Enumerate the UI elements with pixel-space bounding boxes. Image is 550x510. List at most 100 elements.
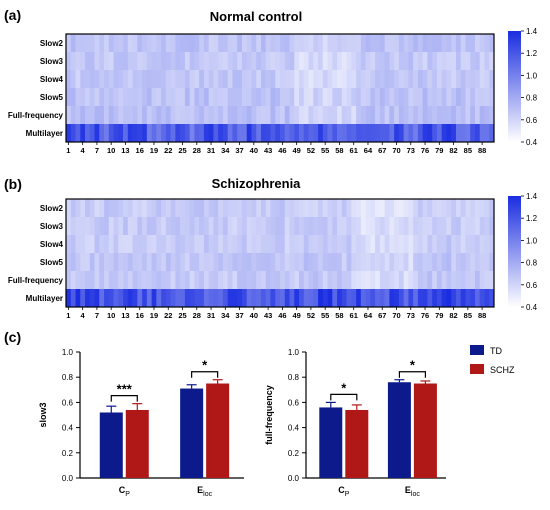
heatmap-cell <box>299 52 305 71</box>
heatmap-cell <box>256 88 262 107</box>
x-tick-label: 85 <box>464 311 472 320</box>
heatmap-cell <box>170 235 176 254</box>
heatmap-cell <box>94 70 100 89</box>
heatmap-cell <box>213 289 219 308</box>
heatmap-cell <box>327 124 333 143</box>
heatmap-cell <box>256 199 262 218</box>
heatmap-cell <box>127 34 133 53</box>
heatmap-cell <box>146 124 152 143</box>
heatmap-cell <box>275 124 281 143</box>
heatmap-cell <box>118 70 124 89</box>
heatmap-cell <box>170 124 176 143</box>
heatmap-cell <box>441 217 447 236</box>
heatmap-cell <box>365 289 371 308</box>
heatmap-cell <box>218 253 224 272</box>
heatmap-cell <box>313 88 319 107</box>
heatmap-cell <box>489 289 495 308</box>
heatmap-cell <box>341 52 347 71</box>
heatmap-cell <box>203 271 210 290</box>
heatmap-cell <box>246 34 252 53</box>
heatmap-cell <box>484 124 490 143</box>
heatmap-cell <box>327 70 333 89</box>
heatmap-cell <box>151 235 157 254</box>
heatmap-cell <box>161 289 167 308</box>
heatmap-cell <box>75 34 81 53</box>
heatmap-cell <box>85 52 91 71</box>
x-tick-label: 1 <box>66 311 70 320</box>
x-tick-label: 10 <box>107 311 115 320</box>
heatmap-cell <box>218 52 224 71</box>
heatmap-cell <box>70 217 76 236</box>
heatmap-cell <box>75 289 81 308</box>
heatmap-cell <box>303 88 309 107</box>
heatmap-cell <box>70 289 76 308</box>
heatmap-cell <box>294 124 300 143</box>
heatmap-cell <box>146 235 152 254</box>
heatmap-cell <box>318 106 324 125</box>
heatmap-cell <box>70 88 76 107</box>
heatmap-cell <box>408 271 414 290</box>
heatmap-cell <box>94 217 100 236</box>
heatmap-cell <box>127 88 133 107</box>
x-tick-label: 70 <box>392 311 400 320</box>
heatmap-cell <box>194 199 200 218</box>
heatmap-cell <box>460 199 466 218</box>
heatmap-cell <box>289 52 295 71</box>
heatmap-cell <box>408 289 414 308</box>
heatmap-cell <box>394 289 400 308</box>
heatmap-cell <box>208 235 214 254</box>
heatmap-cell <box>203 106 210 125</box>
heatmap-cell <box>275 34 281 53</box>
heatmap-cell <box>161 124 167 143</box>
heatmap-cell <box>227 253 233 272</box>
heatmap-cell <box>474 253 481 272</box>
heatmap-cell <box>256 235 262 254</box>
heatmap-cell <box>199 271 205 290</box>
heatmap-cell <box>489 199 495 218</box>
row-label: Slow5 <box>40 258 64 267</box>
heatmap-cell <box>394 217 400 236</box>
heatmap-cell <box>479 124 485 143</box>
heatmap-cell <box>241 271 248 290</box>
heatmap-cell <box>384 217 390 236</box>
x-tick-label: 7 <box>95 146 99 155</box>
heatmap-cell <box>398 106 404 125</box>
heatmap-cell <box>237 88 243 107</box>
heatmap-cell <box>413 34 419 53</box>
legend-swatch-td <box>470 345 484 355</box>
colorbar-tick-label: 0.6 <box>526 281 538 290</box>
heatmap-cell <box>389 217 395 236</box>
heatmap-cell <box>360 271 366 290</box>
heatmap-cell <box>260 106 267 125</box>
heatmap-cell <box>460 52 466 71</box>
heatmap-cell <box>441 106 447 125</box>
heatmap-cell <box>146 106 152 125</box>
heatmap-cell <box>99 88 105 107</box>
heatmap-cell <box>460 88 466 107</box>
heatmap-cell <box>337 52 343 71</box>
heatmap-cell <box>251 271 257 290</box>
heatmap-cell <box>484 217 490 236</box>
heatmap-cell <box>199 199 205 218</box>
heatmap-cell <box>265 235 271 254</box>
heatmap-cell <box>189 70 195 89</box>
heatmap-cell <box>241 70 248 89</box>
heatmap-cell <box>113 289 119 308</box>
panel-label-b: (b) <box>4 176 22 192</box>
heatmap-cell <box>227 88 233 107</box>
heatmap-cell <box>203 235 210 254</box>
heatmap-cell <box>441 253 447 272</box>
heatmap-cell <box>151 106 157 125</box>
heatmap-cell <box>132 124 138 143</box>
heatmap-cell <box>170 217 176 236</box>
heatmap-cell <box>422 217 428 236</box>
heatmap-cell <box>356 70 362 89</box>
significance-bracket <box>110 395 138 402</box>
heatmap-cell <box>427 34 433 53</box>
x-tick-label: 67 <box>378 146 386 155</box>
panel-label-a: (a) <box>4 7 21 23</box>
heatmap-cell <box>394 52 400 71</box>
heatmap-cell <box>189 88 195 107</box>
x-tick-label: 4 <box>81 311 86 320</box>
heatmap-cell <box>127 235 133 254</box>
